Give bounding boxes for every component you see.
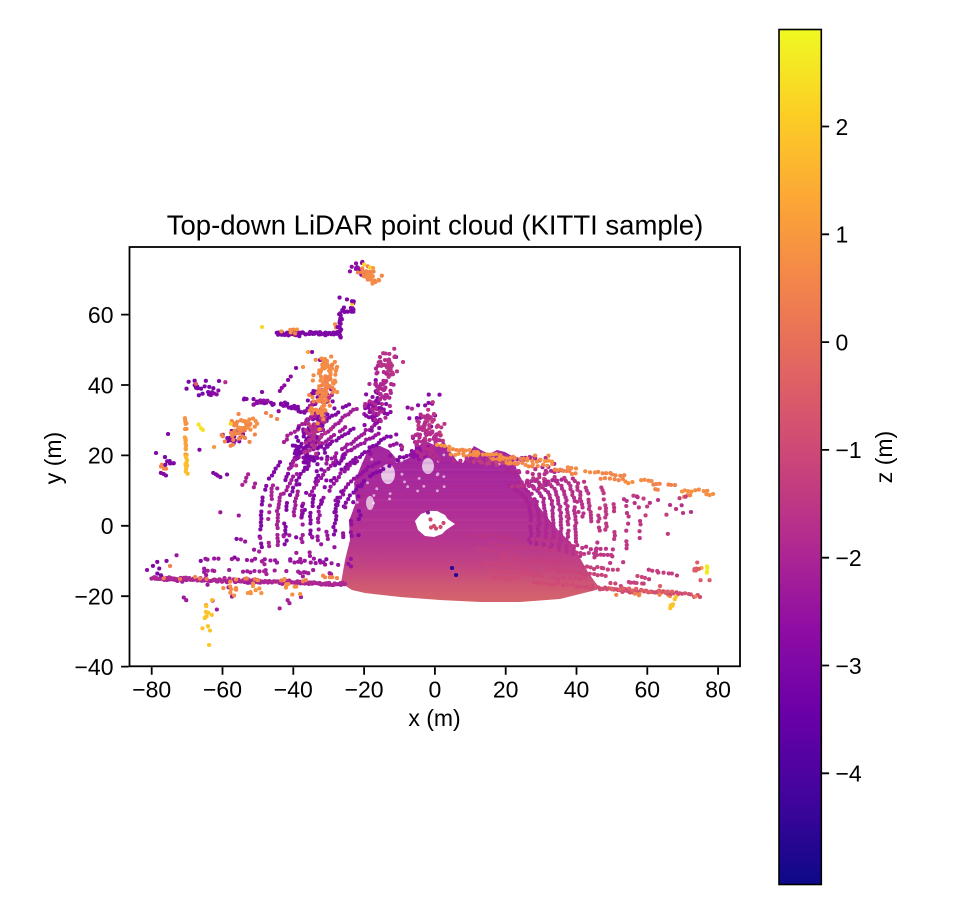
svg-text:0: 0 <box>429 677 442 703</box>
svg-text:20: 20 <box>88 443 114 469</box>
svg-text:0: 0 <box>836 329 849 355</box>
svg-text:Top-down LiDAR point cloud (KI: Top-down LiDAR point cloud (KITTI sample… <box>167 210 703 241</box>
svg-text:60: 60 <box>88 302 114 328</box>
svg-text:−4: −4 <box>836 761 862 787</box>
svg-text:x (m): x (m) <box>408 705 460 731</box>
svg-text:80: 80 <box>705 677 731 703</box>
svg-text:−60: −60 <box>203 677 242 703</box>
svg-text:−80: −80 <box>132 677 171 703</box>
svg-text:2: 2 <box>836 114 849 140</box>
svg-text:−20: −20 <box>74 584 113 610</box>
svg-text:−1: −1 <box>836 437 862 463</box>
svg-text:60: 60 <box>635 677 661 703</box>
svg-text:0: 0 <box>101 513 114 539</box>
svg-text:z (m): z (m) <box>871 431 897 483</box>
svg-text:−40: −40 <box>274 677 313 703</box>
svg-text:−40: −40 <box>74 654 113 680</box>
svg-text:1: 1 <box>836 222 849 248</box>
svg-text:20: 20 <box>493 677 519 703</box>
svg-text:40: 40 <box>88 372 114 398</box>
svg-text:40: 40 <box>564 677 590 703</box>
svg-text:−20: −20 <box>345 677 384 703</box>
svg-text:−3: −3 <box>836 653 862 679</box>
svg-text:y (m): y (m) <box>40 432 66 484</box>
svg-text:−2: −2 <box>836 545 862 571</box>
